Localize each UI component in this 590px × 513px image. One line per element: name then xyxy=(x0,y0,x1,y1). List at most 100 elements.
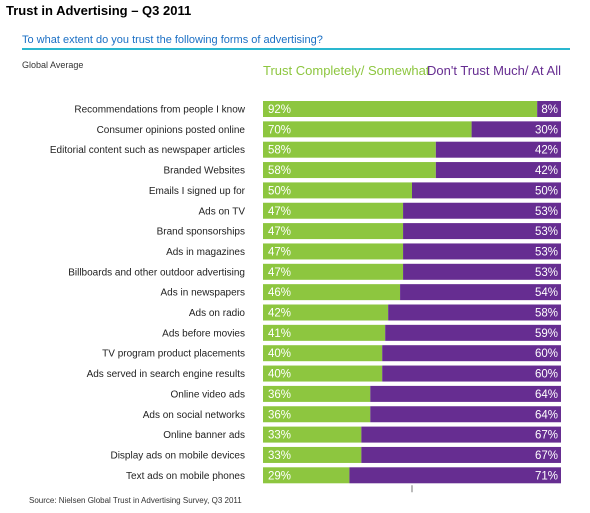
source-note: Source: Nielsen Global Trust in Advertis… xyxy=(29,496,242,505)
trust-bar xyxy=(263,365,383,382)
subtitle-divider xyxy=(22,48,570,50)
trust-value-label: 47% xyxy=(268,226,291,238)
category-label: Ads served in search engine results xyxy=(87,369,245,380)
distrust-bar xyxy=(435,162,561,179)
trust-value-label: 40% xyxy=(268,348,291,360)
category-label: Editorial content such as newspaper arti… xyxy=(50,145,245,156)
chart-subtitle: To what extent do you trust the followin… xyxy=(22,34,323,46)
distrust-bar xyxy=(382,345,561,362)
trust-value-label: 33% xyxy=(268,450,291,462)
distrust-bar xyxy=(403,263,561,280)
trust-value-label: 50% xyxy=(268,185,291,197)
category-label: Online video ads xyxy=(171,389,246,400)
trust-bar xyxy=(263,223,404,240)
distrust-value-label: 53% xyxy=(535,226,558,238)
category-label: Branded Websites xyxy=(163,166,245,177)
distrust-value-label: 67% xyxy=(535,430,558,442)
trust-bar xyxy=(263,324,386,341)
category-label: Ads in newspapers xyxy=(161,288,246,299)
distrust-bar xyxy=(403,202,561,219)
category-label: Billboards and other outdoor advertising xyxy=(68,267,245,278)
distrust-value-label: 50% xyxy=(535,185,558,197)
trust-value-label: 58% xyxy=(268,145,291,157)
trust-bar xyxy=(263,202,404,219)
trust-bar xyxy=(263,263,404,280)
category-label: Consumer opinions posted online xyxy=(97,125,246,136)
distrust-bar xyxy=(403,223,561,240)
category-label: Emails I signed up for xyxy=(149,186,246,197)
trust-bar xyxy=(263,304,389,321)
distrust-value-label: 67% xyxy=(535,450,558,462)
legend-distrust: Don't Trust Much/ At All xyxy=(427,63,561,78)
trust-bar xyxy=(263,345,383,362)
category-label: Ads on social networks xyxy=(143,410,245,421)
distrust-bar xyxy=(435,141,561,158)
distrust-value-label: 60% xyxy=(535,348,558,360)
distrust-value-label: 42% xyxy=(535,145,558,157)
scope-label: Global Average xyxy=(22,60,84,70)
distrust-bar xyxy=(412,182,561,199)
distrust-value-label: 42% xyxy=(535,165,558,177)
trust-bar xyxy=(263,426,362,443)
trust-value-label: 29% xyxy=(268,470,291,482)
trust-value-label: 58% xyxy=(268,165,291,177)
trust-bar xyxy=(263,182,412,199)
distrust-value-label: 53% xyxy=(535,246,558,258)
distrust-bar xyxy=(361,446,561,463)
distrust-value-label: 71% xyxy=(535,470,558,482)
trust-value-label: 46% xyxy=(268,287,291,299)
trust-bar xyxy=(263,385,371,402)
category-label: TV program product placements xyxy=(102,349,245,360)
category-label: Brand sponsorships xyxy=(157,227,245,238)
trust-value-label: 33% xyxy=(268,430,291,442)
trust-value-label: 47% xyxy=(268,246,291,258)
trust-value-label: 36% xyxy=(268,409,291,421)
distrust-bar xyxy=(537,101,561,117)
trust-bar xyxy=(263,101,538,117)
distrust-value-label: 30% xyxy=(535,124,558,136)
trust-value-label: 41% xyxy=(268,328,291,340)
distrust-value-label: 54% xyxy=(535,287,558,299)
category-label: Ads on radio xyxy=(189,308,246,319)
distrust-bar xyxy=(400,284,561,301)
category-label: Text ads on mobile phones xyxy=(126,471,245,482)
trust-value-label: 47% xyxy=(268,267,291,279)
trust-bar xyxy=(263,284,401,301)
trust-value-label: 36% xyxy=(268,389,291,401)
trust-bar xyxy=(263,406,371,423)
distrust-bar xyxy=(370,385,561,402)
distrust-bar xyxy=(382,365,561,382)
distrust-value-label: 53% xyxy=(535,206,558,218)
distrust-bar xyxy=(471,121,561,138)
trust-bar xyxy=(263,162,436,179)
distrust-bar xyxy=(388,304,561,321)
category-label: Recommendations from people I know xyxy=(74,105,245,116)
trust-value-label: 92% xyxy=(268,104,291,116)
distrust-bar xyxy=(385,324,561,341)
distrust-bar xyxy=(370,406,561,423)
category-label: Ads before movies xyxy=(162,328,245,339)
distrust-value-label: 59% xyxy=(535,328,558,340)
trust-value-label: 42% xyxy=(268,308,291,320)
category-label: Online banner ads xyxy=(163,430,245,441)
category-label: Ads on TV xyxy=(198,206,245,217)
distrust-value-label: 58% xyxy=(535,308,558,320)
legend-trust: Trust Completely/ Somewhat xyxy=(263,63,430,78)
trust-bar xyxy=(263,121,472,138)
distrust-value-label: 64% xyxy=(535,409,558,421)
distrust-bar xyxy=(361,426,561,443)
distrust-bar xyxy=(349,467,561,484)
distrust-bar xyxy=(403,243,561,260)
category-label: Display ads on mobile devices xyxy=(110,450,245,461)
distrust-value-label: 8% xyxy=(541,104,558,116)
trust-value-label: 47% xyxy=(268,206,291,218)
trust-bar xyxy=(263,141,436,158)
trust-value-label: 70% xyxy=(268,124,291,136)
distrust-value-label: 64% xyxy=(535,389,558,401)
trust-value-label: 40% xyxy=(268,369,291,381)
trust-bar xyxy=(263,243,404,260)
trust-bar xyxy=(263,467,350,484)
distrust-value-label: 53% xyxy=(535,267,558,279)
distrust-value-label: 60% xyxy=(535,369,558,381)
